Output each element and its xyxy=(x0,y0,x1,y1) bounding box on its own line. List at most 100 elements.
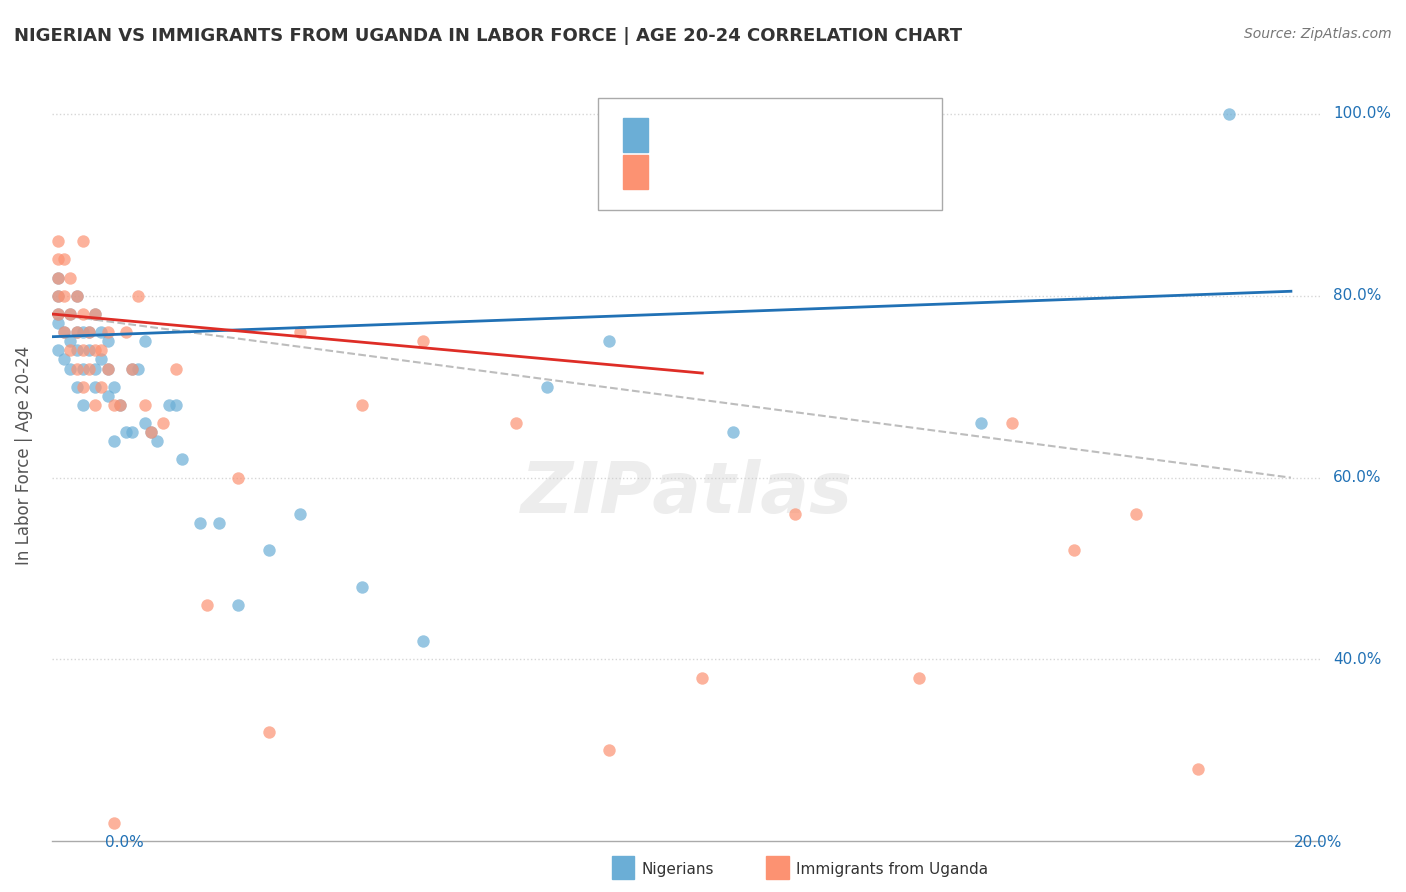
Point xyxy=(46,307,69,321)
Point xyxy=(96,361,118,376)
Point xyxy=(692,671,714,685)
Point xyxy=(59,343,82,358)
Point xyxy=(96,325,118,339)
Point xyxy=(146,434,169,449)
Point xyxy=(121,361,143,376)
Point xyxy=(46,289,69,303)
Text: 100.0%: 100.0% xyxy=(1333,106,1391,121)
Text: 80.0%: 80.0% xyxy=(1333,288,1381,303)
Point xyxy=(53,252,76,267)
Point xyxy=(59,270,82,285)
Y-axis label: In Labor Force | Age 20-24: In Labor Force | Age 20-24 xyxy=(15,345,32,565)
Text: 40.0%: 40.0% xyxy=(1333,652,1381,667)
Point xyxy=(226,598,249,612)
Point xyxy=(505,416,527,430)
Point xyxy=(1218,107,1240,121)
Point xyxy=(257,543,280,558)
Point xyxy=(128,361,150,376)
Point xyxy=(46,252,69,267)
Point xyxy=(65,361,87,376)
Text: R = 0.090   N = 53: R = 0.090 N = 53 xyxy=(659,127,804,141)
Text: NIGERIAN VS IMMIGRANTS FROM UGANDA IN LABOR FORCE | AGE 20-24 CORRELATION CHART: NIGERIAN VS IMMIGRANTS FROM UGANDA IN LA… xyxy=(14,27,962,45)
Point xyxy=(115,425,138,440)
Point xyxy=(1125,507,1147,521)
Point xyxy=(1063,543,1085,558)
Text: Immigrants from Uganda: Immigrants from Uganda xyxy=(796,863,988,877)
Point xyxy=(139,425,162,440)
Point xyxy=(103,434,125,449)
Point xyxy=(970,416,993,430)
Point xyxy=(128,289,150,303)
Point xyxy=(121,361,143,376)
Point xyxy=(46,289,69,303)
Point xyxy=(785,507,807,521)
Point xyxy=(84,398,107,412)
Point xyxy=(96,389,118,403)
Point xyxy=(165,398,187,412)
Point xyxy=(65,289,87,303)
Point xyxy=(108,398,131,412)
Point xyxy=(90,325,112,339)
Point xyxy=(77,343,100,358)
Point xyxy=(190,516,212,530)
Point xyxy=(72,307,94,321)
Point xyxy=(226,470,249,484)
Point xyxy=(59,361,82,376)
Point xyxy=(350,398,373,412)
Point xyxy=(53,325,76,339)
Point xyxy=(59,307,82,321)
Point xyxy=(121,425,143,440)
Point xyxy=(53,325,76,339)
Point xyxy=(84,307,107,321)
Point xyxy=(103,398,125,412)
Point xyxy=(103,380,125,394)
Point xyxy=(59,307,82,321)
Point xyxy=(195,598,218,612)
Point xyxy=(46,316,69,330)
Text: Source: ZipAtlas.com: Source: ZipAtlas.com xyxy=(1244,27,1392,41)
Point xyxy=(115,325,138,339)
Point xyxy=(59,334,82,349)
Point xyxy=(65,343,87,358)
Point xyxy=(72,380,94,394)
Point xyxy=(46,270,69,285)
Point xyxy=(350,580,373,594)
Point xyxy=(72,325,94,339)
Point xyxy=(908,671,931,685)
Point xyxy=(65,325,87,339)
Point xyxy=(77,325,100,339)
Point xyxy=(159,398,181,412)
Point xyxy=(412,334,434,349)
Point xyxy=(46,234,69,248)
Text: Nigerians: Nigerians xyxy=(641,863,714,877)
Point xyxy=(65,380,87,394)
Point xyxy=(77,361,100,376)
Point xyxy=(288,325,311,339)
Point xyxy=(84,343,107,358)
Point xyxy=(65,289,87,303)
Point xyxy=(288,507,311,521)
Point xyxy=(96,361,118,376)
Point xyxy=(598,334,620,349)
Point xyxy=(96,334,118,349)
Point xyxy=(536,380,558,394)
Point xyxy=(90,380,112,394)
Point xyxy=(723,425,745,440)
Point xyxy=(598,743,620,757)
Point xyxy=(134,334,156,349)
Point xyxy=(72,234,94,248)
Point xyxy=(108,398,131,412)
Point xyxy=(103,816,125,830)
Text: 60.0%: 60.0% xyxy=(1333,470,1382,485)
Point xyxy=(72,361,94,376)
Point xyxy=(46,307,69,321)
Point xyxy=(139,425,162,440)
Point xyxy=(72,398,94,412)
Point xyxy=(84,361,107,376)
Point xyxy=(165,361,187,376)
Point xyxy=(134,398,156,412)
Point xyxy=(84,307,107,321)
Point xyxy=(257,725,280,739)
Point xyxy=(1187,762,1209,776)
Point xyxy=(72,343,94,358)
